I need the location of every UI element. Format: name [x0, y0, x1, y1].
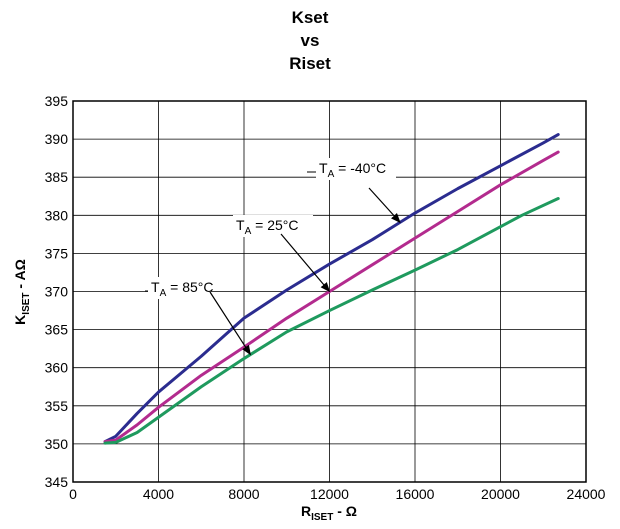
y-tick-label: 360	[45, 360, 69, 376]
annotation-arrow-2	[209, 291, 251, 356]
x-axis-label-rest: - Ω	[333, 503, 357, 519]
annotation-bg-2	[148, 277, 211, 299]
annotation-label-1: TA = 25°C	[236, 217, 298, 237]
x-tick-label: 8000	[228, 486, 259, 502]
y-tick-label: 375	[45, 245, 69, 261]
y-tick-label: 385	[45, 169, 69, 185]
annotation-label-rest: = 25°C	[251, 217, 298, 233]
annotation-label-rest: = 85°C	[166, 279, 213, 295]
annotation-label-2: TA = 85°C	[151, 279, 213, 299]
annotation-label-sub: A	[245, 226, 252, 237]
series-layer	[103, 133, 560, 445]
y-tick-label: 345	[45, 474, 69, 490]
y-tick-labels: 345 350 355 360 365 370 375 380 385 390 395	[45, 93, 69, 490]
y-tick-label: 390	[45, 131, 69, 147]
x-tick-label: 4000	[143, 486, 174, 502]
y-tick-label: 365	[45, 322, 69, 338]
series-annotation-0: TA = -40°C	[307, 158, 401, 224]
chart-title-line-1: Kset	[292, 8, 329, 27]
x-tick-label: 24000	[567, 486, 606, 502]
series-line-2	[103, 197, 560, 445]
y-tick-label: 380	[45, 207, 69, 223]
series-line-1	[103, 150, 560, 444]
x-tick-label: 16000	[396, 486, 435, 502]
x-tick-label: 20000	[481, 486, 520, 502]
y-axis-label-rest: - AΩ	[12, 259, 28, 292]
annotation-arrow-1	[280, 233, 331, 293]
y-axis-label-sub: ISET	[21, 292, 32, 314]
chart-title-line-3: Riset	[289, 54, 331, 73]
y-tick-label: 350	[45, 436, 69, 452]
annotation-label-sub: A	[160, 288, 167, 299]
x-axis-label-sub: ISET	[311, 512, 333, 523]
annotation-bg-1	[233, 215, 313, 237]
annotation-label-main: T	[151, 279, 160, 295]
y-axis-label: KISET - AΩ	[12, 259, 32, 325]
annotation-label-main: T	[319, 160, 328, 176]
x-tick-label: 12000	[310, 486, 349, 502]
plot-frame	[72, 100, 587, 483]
series-annotation-1: TA = 25°C	[233, 215, 331, 293]
series-line-0	[103, 133, 560, 444]
y-axis-label-main: K	[12, 315, 28, 325]
chart-title-line-2: vs	[301, 31, 320, 50]
y-tick-label: 395	[45, 93, 69, 109]
annotation-layer: TA = -40°CTA = 25°CTA = 85°C	[145, 158, 401, 356]
annotation-label-main: T	[236, 217, 245, 233]
annotation-label-sub: A	[328, 169, 335, 180]
x-tick-labels: 0 4000 8000 12000 16000 20000 24000	[69, 486, 606, 502]
annotation-arrow-0	[368, 187, 401, 224]
x-axis-label: RISET - Ω	[301, 503, 357, 523]
x-axis-label-main: R	[301, 503, 311, 519]
annotation-bg-0	[316, 158, 396, 180]
y-tick-label: 355	[45, 398, 69, 414]
annotation-label-rest: = -40°C	[334, 160, 386, 176]
y-tick-label: 370	[45, 284, 69, 300]
annotation-label-0: TA = -40°C	[319, 160, 386, 180]
series-annotation-2: TA = 85°C	[145, 277, 251, 356]
x-tick-label: 0	[69, 486, 77, 502]
